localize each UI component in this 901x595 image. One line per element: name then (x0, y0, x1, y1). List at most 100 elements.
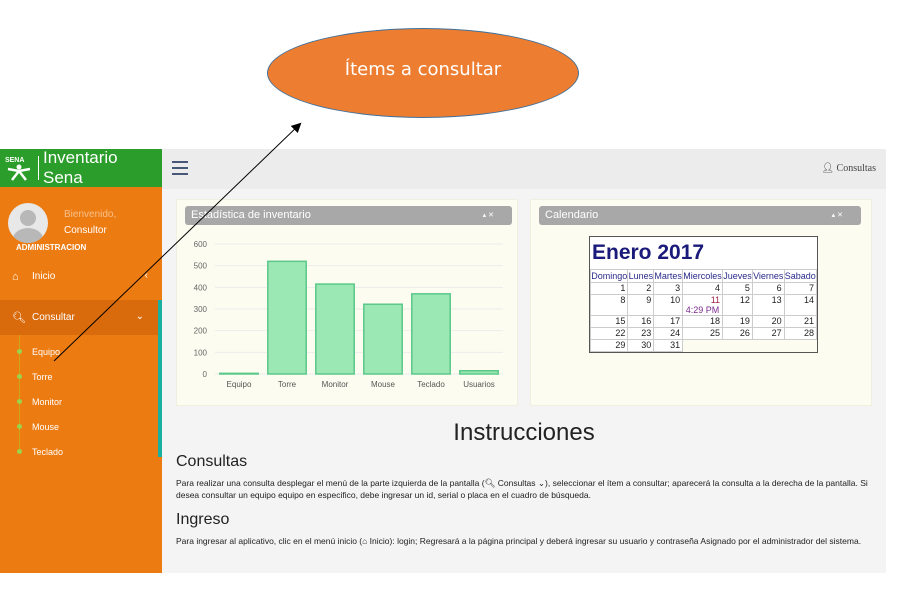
calendar-day-11[interactable]: 11 4:29 PM (682, 294, 724, 316)
bullet-icon (17, 349, 22, 354)
calendar-day-3[interactable]: 3 (653, 282, 684, 295)
calendar-panel: Calendario ▴ ✕ Enero 2017 Domingo Lunes Ma… (530, 199, 872, 406)
calendar-panel-title: Calendario (545, 209, 599, 221)
callout-bubble: Ítems a consultar (267, 28, 579, 118)
calendar-day-26[interactable]: 26 (722, 327, 753, 340)
submenu-item-equipo[interactable]: Equipo (0, 339, 158, 364)
calendar-day-9[interactable]: 9 (627, 294, 655, 316)
submenu-item-monitor[interactable]: Monitor (0, 389, 158, 414)
inventory-bar-chart: 0 100 200 300 400 500 600 Equipo Torre Monitor Mou… (194, 240, 503, 389)
calendar-day-16[interactable]: 16 (627, 315, 655, 328)
sidebar-item-inicio[interactable]: ⌂ Inicio ‹ (0, 259, 162, 294)
calendar-day-header: Viernes (751, 269, 785, 283)
calendar-day-12[interactable]: 12 (722, 294, 753, 316)
submenu-item-teclado[interactable]: Teclado (0, 439, 158, 464)
y-tick-label: 600 (194, 240, 208, 249)
calendar-day-17[interactable]: 17 (653, 315, 684, 328)
user-menu[interactable]: 👤︎ Consultas (821, 163, 876, 174)
calendar-day-5[interactable]: 5 (722, 282, 753, 295)
brand-title: Inventario Sena (42, 148, 118, 187)
calendar-day-13[interactable]: 13 (751, 294, 785, 316)
text-part: Para realizar una consulta desplegar el … (176, 478, 485, 488)
calendar-week: 15 16 17 18 19 20 21 (589, 315, 818, 328)
calendar-week: 22 23 24 25 26 27 28 (589, 327, 818, 340)
calendar-day-1[interactable]: 1 (589, 282, 629, 295)
bar-torre (267, 260, 307, 375)
user-panel: Bienvenido, Consultor ADMINISTRACION (0, 187, 162, 255)
submenu-label: Mouse (32, 421, 60, 432)
main-content: 👤︎ Consultas Estadística de inventario ▴… (162, 149, 886, 573)
calendar-day-28[interactable]: 28 (783, 327, 818, 340)
text-part: Consultas (497, 478, 536, 488)
calendar-day-30[interactable]: 30 (627, 339, 655, 352)
calendar-month-title: Enero 2017 (592, 241, 705, 264)
calendar-day-31[interactable]: 31 (653, 339, 684, 352)
y-tick-label: 200 (194, 327, 208, 336)
calendar-day-23[interactable]: 23 (627, 327, 655, 340)
sidebar-item-consultar[interactable]: 🔍︎ Consultar ⌄ (0, 300, 162, 335)
calendar-day-header: Domingo (589, 269, 629, 283)
calendar-day-19[interactable]: 19 (722, 315, 753, 328)
calendar-day-14[interactable]: 14 (783, 294, 818, 316)
x-tick-label: Equipo (227, 380, 252, 389)
calendar-day-2[interactable]: 2 (627, 282, 655, 295)
calendar-day-header: Jueves (722, 269, 753, 283)
user-menu-label: Consultas (836, 163, 876, 174)
text-part: ): login; Regresará a la página principa… (389, 536, 862, 546)
calendar-day-15[interactable]: 15 (589, 315, 629, 328)
calendar-day-4[interactable]: 4 (682, 282, 724, 295)
panel-tools-icon[interactable]: ▴ ✕ (482, 212, 494, 219)
submenu-item-mouse[interactable]: Mouse (0, 414, 158, 439)
calendar-day-header: Martes (653, 269, 684, 283)
x-tick-label: Teclado (417, 380, 445, 389)
user-name: Consultor (64, 225, 107, 236)
text-part: Inicio (369, 536, 390, 546)
calendar-day-20[interactable]: 20 (751, 315, 785, 328)
hamburger-menu-icon[interactable] (172, 161, 188, 179)
y-tick-label: 100 (194, 348, 208, 357)
avatar (8, 203, 48, 243)
calendar-day-21[interactable]: 21 (783, 315, 818, 328)
calendar-panel-header: Calendario ▴ ✕ (539, 206, 861, 225)
calendar-day-27[interactable]: 27 (751, 327, 785, 340)
calendar-empty-cell (752, 339, 785, 352)
chevron-left-icon: ‹ (144, 270, 148, 281)
ingreso-paragraph: Para ingresar al aplicativo, clic en el … (176, 535, 876, 547)
home-icon: ⌂ (362, 536, 368, 546)
submenu-item-torre[interactable]: Torre (0, 364, 158, 389)
panel-tools-icon[interactable]: ▴ ✕ (831, 212, 843, 219)
bar-teclado (411, 293, 451, 375)
sidebar: SENA Inventario Sena Bienvenido, Consult… (0, 148, 162, 573)
calendar-event[interactable]: 4:29 PM (685, 305, 720, 315)
calendar-day-10[interactable]: 10 (653, 294, 684, 316)
chevron-down-icon: ⌄ (537, 478, 546, 488)
calendar-day-24[interactable]: 24 (653, 327, 684, 340)
home-icon: ⌂ (12, 270, 19, 283)
submenu-label: Equipo (32, 346, 61, 357)
submenu-line (19, 335, 20, 449)
ingreso-heading: Ingreso (176, 511, 230, 528)
calendar-empty-cell (722, 339, 753, 352)
calendar-day-29[interactable]: 29 (589, 339, 629, 352)
sidebar-item-label: Inicio (32, 271, 56, 282)
calendar-grid: Domingo Lunes Martes Miercoles Jueves Viernes… (589, 269, 818, 352)
user-icon: 👤︎ (821, 163, 835, 174)
sena-logo-label: SENA (5, 157, 24, 164)
consultas-heading: Consultas (176, 453, 248, 470)
text-part: ), seleccionar el ítem a consultar; apar… (176, 478, 868, 500)
stats-panel: Estadística de inventario ▴ ✕ 0 100 200 300… (176, 199, 518, 406)
bar-monitor (315, 283, 355, 375)
search-icon: 🔍︎ (12, 312, 26, 324)
calendar-day-8[interactable]: 8 (589, 294, 629, 316)
calendar-day-header: Sabado (783, 269, 818, 283)
consultas-paragraph: Para realizar una consulta desplegar el … (176, 477, 876, 501)
consultar-submenu: Equipo Torre Monitor Mouse Teclado (0, 335, 162, 457)
calendar-day-6[interactable]: 6 (751, 282, 785, 295)
calendar-day-22[interactable]: 22 (589, 327, 629, 340)
calendar-day-25[interactable]: 25 (682, 327, 724, 340)
calendar-day-18[interactable]: 18 (682, 315, 724, 328)
calendar-day-header: Miercoles (682, 269, 724, 283)
brand-bar[interactable]: SENA Inventario Sena (0, 148, 162, 187)
calendar-day-7[interactable]: 7 (783, 282, 818, 295)
